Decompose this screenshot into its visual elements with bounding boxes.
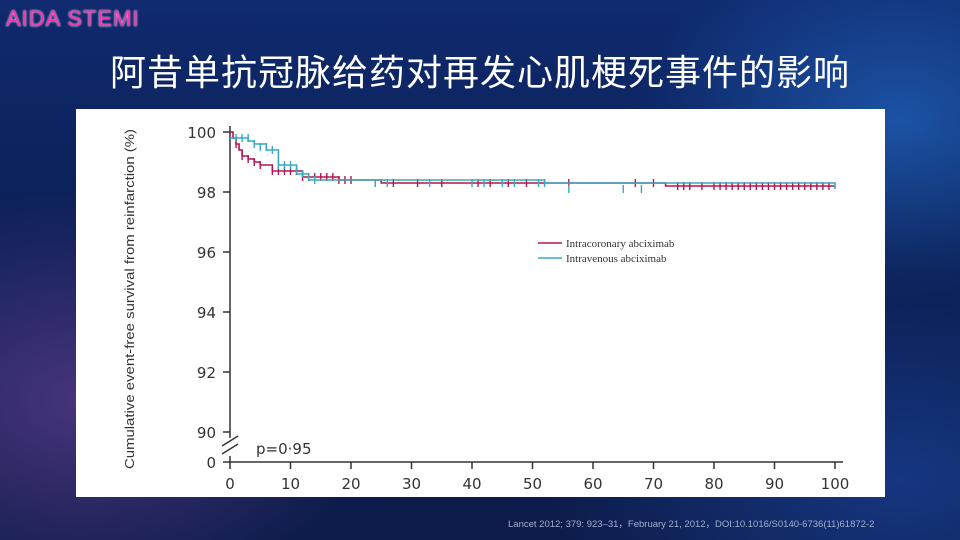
y-tick-label: 92 (197, 364, 216, 382)
x-tick-label: 80 (704, 475, 723, 493)
y-tick-label: 100 (187, 124, 216, 142)
x-tick-label: 10 (281, 475, 300, 493)
x-tick-label: 30 (402, 475, 421, 493)
x-tick-label: 100 (821, 475, 850, 493)
y-axis-break-mark (221, 443, 239, 455)
x-tick-label: 20 (341, 475, 360, 493)
legend-label: Intravenous abciximab (566, 253, 667, 265)
x-tick-label: 60 (583, 475, 602, 493)
legend-label: Intracoronary abciximab (566, 238, 675, 250)
survival-chart: 0 90 92 94 96 98 100 0 10 20 30 40 50 60 70 80 90 100 Cumu… (76, 109, 885, 497)
brand-logo-text: AIDA STEMI (6, 6, 140, 31)
citation-text: Lancet 2012; 379: 923–31，February 21, 20… (508, 519, 875, 530)
chart-svg: 0 90 92 94 96 98 100 0 10 20 30 40 50 60 70 80 90 100 Cumu… (122, 124, 850, 493)
x-tick-label: 0 (225, 475, 235, 493)
x-tick-label: 40 (462, 475, 481, 493)
y-tick-label: 94 (197, 304, 216, 322)
p-value-annotation: p=0·95 (256, 440, 312, 458)
y-axis-title: Cumulative event-free survival from rein… (122, 129, 137, 469)
x-tick-label: 70 (644, 475, 663, 493)
y-axis-break-mark (221, 435, 239, 447)
x-tick-label: 90 (765, 475, 784, 493)
y-tick-label: 90 (197, 424, 216, 442)
y-tick-label: 96 (197, 244, 216, 262)
series-line-intravenous (230, 137, 836, 189)
x-tick-label: 50 (523, 475, 542, 493)
slide-title: 阿昔单抗冠脉给药对再发心肌梗死事件的影响 (109, 53, 850, 94)
y-tick-label: 0 (206, 454, 216, 472)
y-tick-label: 98 (197, 184, 216, 202)
